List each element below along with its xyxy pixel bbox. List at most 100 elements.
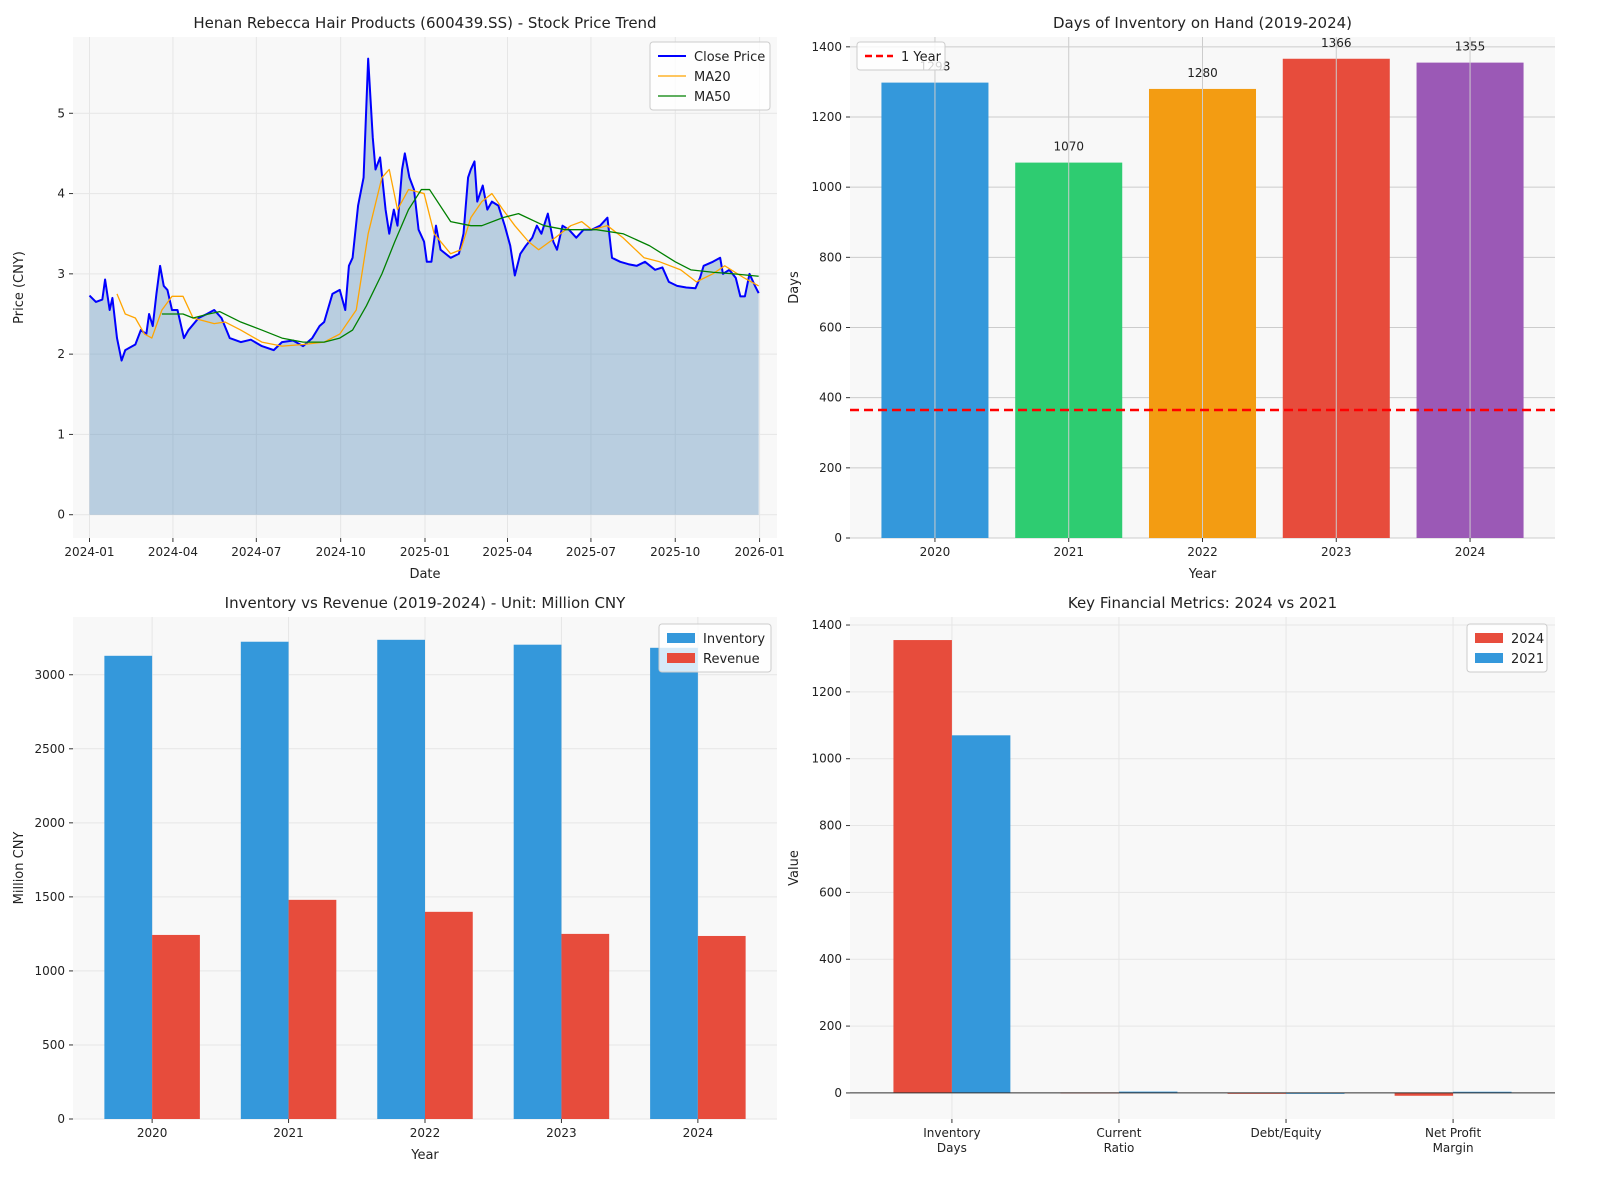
legend-swatch <box>1475 653 1503 663</box>
y-tick-label: 800 <box>819 819 842 833</box>
bar-revenue-3 <box>561 933 610 1119</box>
bar-inventory-2 <box>377 639 425 1119</box>
x-tick-label: 2025-04 <box>482 545 532 559</box>
y-tick-label: 1 <box>57 427 65 441</box>
x-tick-label: 2024-04 <box>148 545 198 559</box>
x-tick-label: Inventory Days <box>923 1126 980 1155</box>
chart-title: Inventory vs Revenue (2019-2024) - Unit:… <box>225 594 626 612</box>
y-axis-label: Days <box>787 271 802 304</box>
bar-revenue-1 <box>288 899 337 1119</box>
y-tick-label: 3 <box>57 267 65 281</box>
y-axis-label: Million CNY <box>12 832 27 905</box>
y-tick-label: 5 <box>57 106 65 120</box>
y-tick-label: 1200 <box>811 110 842 124</box>
x-tick-label: 2024 <box>683 1126 714 1140</box>
legend-label: MA20 <box>694 70 731 85</box>
x-tick-label: Current Ratio <box>1096 1126 1141 1155</box>
legend-label: 1 Year <box>901 50 942 65</box>
legend-box <box>649 41 771 111</box>
x-tick-label: 2026-01 <box>735 545 785 559</box>
subplot-4: Key Financial Metrics: 2024 vs 2021 0 200 4… <box>787 594 1555 1155</box>
y-tick-label: 4 <box>57 187 65 201</box>
x-tick-label: 2021 <box>273 1126 304 1140</box>
series-line-ma20 <box>116 168 759 347</box>
bar-revenue-2 <box>425 911 473 1119</box>
y-axis-label: Value <box>787 850 802 886</box>
series-line-ma50 <box>161 188 759 343</box>
x-tick-label: 2024-07 <box>231 545 281 559</box>
subplot-2: Days of Inventory on Hand (2019-2024) 0 20… <box>787 14 1555 582</box>
chart-title: Days of Inventory on Hand (2019-2024) <box>1053 14 1352 32</box>
bar-inventory-4 <box>650 647 698 1119</box>
x-tick-label: 2025-07 <box>566 545 616 559</box>
y-axis-label: Price (CNY) <box>12 251 27 324</box>
x-tick-label: Net Profit Margin <box>1425 1126 1481 1155</box>
x-tick-label: 2020 <box>920 545 951 559</box>
legend-box <box>856 41 946 71</box>
x-tick-label: 2022 <box>410 1126 441 1140</box>
bar-2024-3 <box>1394 1092 1454 1096</box>
legend-label: Close Price <box>694 50 765 65</box>
x-tick-label: 2023 <box>546 1126 577 1140</box>
x-tick-label: 2025-10 <box>650 545 700 559</box>
y-tick-label: 1400 <box>811 618 842 632</box>
x-tick-label: 2021 <box>1053 545 1084 559</box>
legend: 1 Year <box>856 41 946 71</box>
bar-2021-3 <box>1453 1091 1512 1093</box>
subplot-1: Henan Rebecca Hair Products (600439.SS) … <box>12 14 785 582</box>
y-tick-label: 1400 <box>811 40 842 54</box>
y-tick-label: 400 <box>819 391 842 405</box>
y-tick-label: 1000 <box>34 964 65 978</box>
x-axis-label: Date <box>409 567 440 582</box>
y-tick-label: 1000 <box>811 180 842 194</box>
chart-title: Henan Rebecca Hair Products (600439.SS) … <box>193 14 656 32</box>
bar-2021-0 <box>951 735 1011 1093</box>
x-tick-label: 2024 <box>1455 545 1486 559</box>
x-tick-label: 2020 <box>137 1126 168 1140</box>
bar-inventory-1 <box>240 641 289 1119</box>
y-tick-label: 800 <box>819 250 842 264</box>
bar-revenue-4 <box>697 935 746 1119</box>
legend-label: Revenue <box>703 652 760 667</box>
bar-2024-0 <box>893 640 952 1093</box>
y-tick-label: 0 <box>57 508 65 522</box>
bar-inventory-0 <box>104 655 153 1119</box>
x-tick-label: Debt/Equity <box>1251 1126 1322 1140</box>
legend-swatch <box>1475 633 1503 643</box>
chart-title: Key Financial Metrics: 2024 vs 2021 <box>1068 594 1337 612</box>
y-tick-label: 500 <box>42 1038 65 1052</box>
y-tick-label: 600 <box>819 320 842 334</box>
y-tick-label: 600 <box>819 885 842 899</box>
close-price-area <box>89 58 759 515</box>
legend: Close Price MA20 MA50 <box>649 41 771 111</box>
x-axis-label: Year <box>1188 567 1217 582</box>
series-line-close-price <box>88 57 760 362</box>
bar-revenue-0 <box>152 934 200 1119</box>
y-tick-label: 1500 <box>34 890 65 904</box>
legend-label: Inventory <box>703 632 765 647</box>
x-tick-label: 2024-10 <box>316 545 366 559</box>
y-tick-label: 200 <box>819 1019 842 1033</box>
subplot-3: Inventory vs Revenue (2019-2024) - Unit:… <box>12 594 777 1163</box>
y-tick-label: 2000 <box>34 816 65 830</box>
y-tick-label: 0 <box>57 1112 65 1126</box>
x-tick-label: 2024-01 <box>64 545 114 559</box>
y-tick-label: 0 <box>834 531 842 545</box>
legend-label: 2021 <box>1511 652 1544 667</box>
y-tick-label: 2 <box>57 347 65 361</box>
y-tick-label: 1000 <box>811 752 842 766</box>
legend: 2024 2021 <box>1466 623 1548 673</box>
legend: Inventory Revenue <box>658 623 772 673</box>
y-tick-label: 3000 <box>34 668 65 682</box>
legend-swatch <box>667 653 695 663</box>
x-axis-label: Year <box>410 1148 439 1163</box>
x-tick-label: 2025-01 <box>400 545 450 559</box>
y-tick-label: 1200 <box>811 685 842 699</box>
y-tick-label: 400 <box>819 952 842 966</box>
y-tick-label: 0 <box>834 1086 842 1100</box>
x-tick-label: 2023 <box>1321 545 1352 559</box>
bar-inventory-3 <box>513 644 562 1119</box>
y-tick-label: 2500 <box>34 742 65 756</box>
y-tick-label: 200 <box>819 461 842 475</box>
